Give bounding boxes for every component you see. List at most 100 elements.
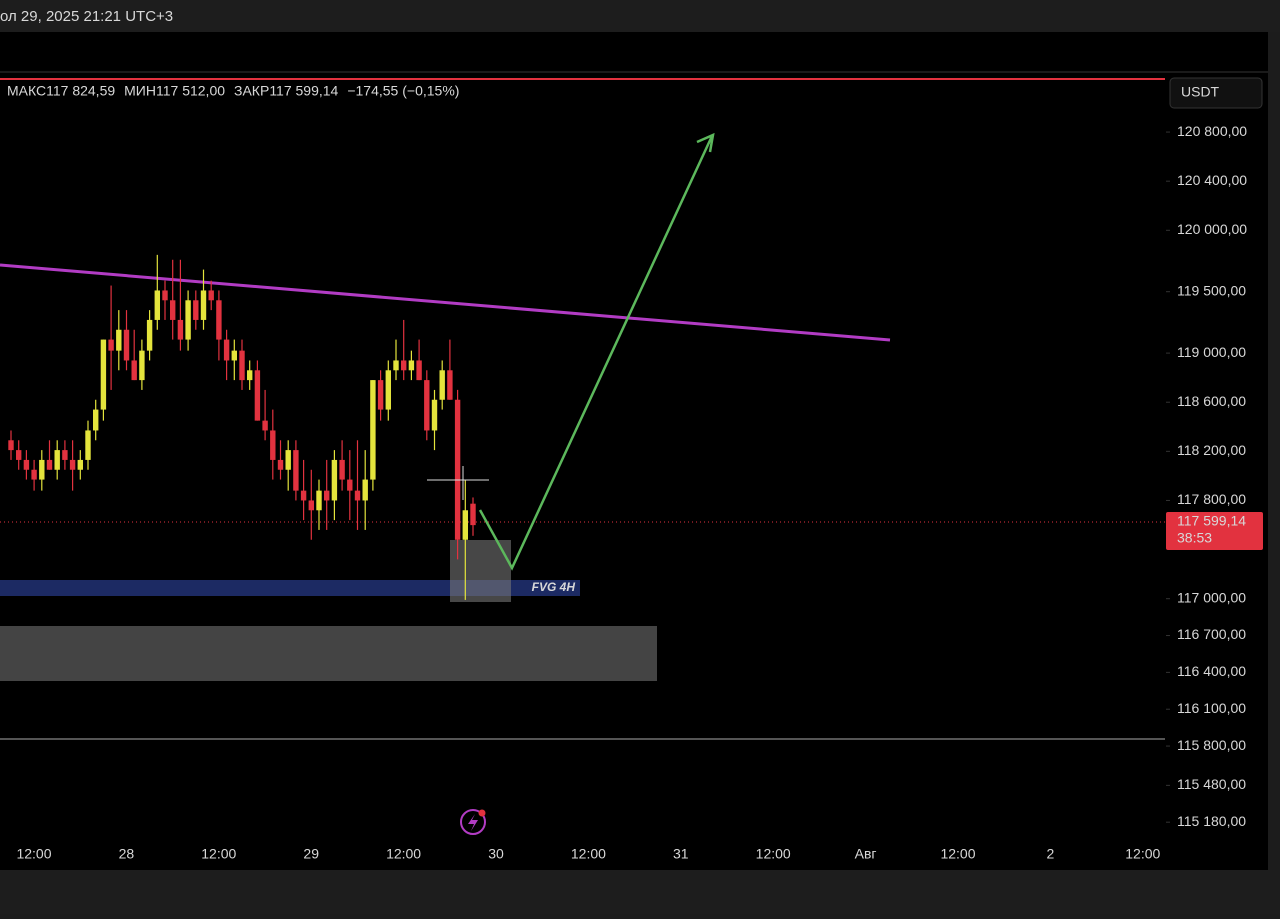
candle-body <box>170 300 176 320</box>
candle-body <box>39 459 45 480</box>
x-tick-label: 12:00 <box>201 846 236 862</box>
candle-body <box>131 360 137 381</box>
candle-body <box>462 510 468 540</box>
y-tick-label: 120 800,00 <box>1177 123 1247 139</box>
candle-body <box>416 360 422 381</box>
candle-body <box>23 459 30 470</box>
candle-body <box>146 319 153 351</box>
candle-body <box>262 420 268 431</box>
x-tick-label: 12:00 <box>386 846 421 862</box>
alert-bolt <box>468 814 478 831</box>
candle-body <box>408 360 415 371</box>
x-tick-label: 12:00 <box>756 846 791 862</box>
candle-body <box>154 290 160 320</box>
x-tick-label: 28 <box>119 846 135 862</box>
y-tick-label: 116 700,00 <box>1177 626 1246 642</box>
legend-value: 117 512,00 <box>156 83 225 99</box>
candle-body <box>93 409 99 431</box>
legend-value: 117 824,59 <box>46 83 115 99</box>
candle-body <box>139 350 145 381</box>
zone <box>0 626 657 681</box>
candle-body <box>431 399 438 431</box>
candle-body <box>85 430 91 460</box>
candle-body <box>347 479 353 491</box>
candle-body <box>162 290 168 301</box>
y-tick-label: 116 400,00 <box>1177 663 1246 679</box>
candle-body <box>239 350 245 381</box>
candle-body <box>77 459 83 470</box>
candle-body <box>100 339 107 410</box>
bottom-bar <box>0 870 1280 914</box>
price-tag-value: 117 599,14 <box>1177 513 1246 529</box>
fvg-zone <box>0 580 580 596</box>
legend-value: 117 599,14 <box>269 83 338 99</box>
candle-body <box>62 450 68 460</box>
x-tick-label: 29 <box>303 846 319 862</box>
x-tick-label: 12:00 <box>940 846 975 862</box>
candle-body <box>424 380 430 431</box>
legend-label: ЗАКР <box>234 83 269 99</box>
candle-body <box>377 380 384 410</box>
candle-body <box>8 440 14 451</box>
candle-body <box>331 459 338 501</box>
y-tick-label: 119 500,00 <box>1177 282 1246 298</box>
y-tick-label: 118 600,00 <box>1177 393 1246 409</box>
x-tick-label: 2 <box>1047 846 1055 862</box>
candle-body <box>354 490 361 501</box>
arrow-head <box>696 132 715 153</box>
candle-body <box>401 360 407 371</box>
x-tick-label: Авг <box>855 846 877 862</box>
candle-body <box>393 360 399 371</box>
candle-body <box>339 459 345 480</box>
candle-body <box>308 500 314 511</box>
x-tick-label: 30 <box>488 846 504 862</box>
candle-body <box>54 450 60 470</box>
y-tick-label: 115 480,00 <box>1177 776 1246 792</box>
candle-body <box>16 450 22 460</box>
countdown: 38:53 <box>1177 530 1212 546</box>
x-tick-label: 31 <box>673 846 689 862</box>
alert-icon[interactable] <box>460 809 486 835</box>
y-tick-label: 117 800,00 <box>1177 491 1246 507</box>
candle-body <box>300 490 307 501</box>
candle-body <box>231 350 237 361</box>
candle-body <box>185 300 191 340</box>
top-bar <box>0 0 1280 32</box>
x-tick-label: 12:00 <box>1125 846 1160 862</box>
y-tick-label: 117 000,00 <box>1177 589 1246 605</box>
price-tag <box>1166 512 1263 550</box>
candle-body <box>362 479 368 501</box>
legend-label: МИН <box>124 83 156 99</box>
currency-label[interactable]: USDT <box>1181 84 1220 100</box>
candle-body <box>223 339 230 361</box>
candle-body <box>208 290 214 301</box>
candle-body <box>370 380 376 480</box>
fvg-label: FVG 4H <box>532 580 576 594</box>
candle-body <box>254 370 261 421</box>
candle-body <box>200 290 207 320</box>
candle-body <box>293 450 299 491</box>
candle-body <box>177 319 184 340</box>
candle-body <box>277 459 284 470</box>
candle-body <box>116 329 122 351</box>
candle-body <box>247 370 253 381</box>
candle-body <box>123 329 130 361</box>
x-tick-label: 12:00 <box>571 846 606 862</box>
x-tick-label: 12:00 <box>16 846 51 862</box>
candle-body <box>193 300 199 320</box>
currency-button[interactable] <box>1169 77 1263 109</box>
candle-body <box>270 430 276 460</box>
forecast-arrow <box>478 135 714 571</box>
candle-body <box>108 339 114 351</box>
candle-body <box>69 459 76 470</box>
y-tick-label: 120 400,00 <box>1177 172 1247 188</box>
candle-body <box>454 399 461 540</box>
trend-line <box>0 263 891 342</box>
legend-change: −174,55 (−0,15%) <box>347 83 459 99</box>
candle-body <box>216 300 222 340</box>
y-tick-label: 116 100,00 <box>1177 700 1246 716</box>
chart-area <box>0 32 1268 870</box>
y-tick-label: 115 800,00 <box>1177 737 1246 753</box>
